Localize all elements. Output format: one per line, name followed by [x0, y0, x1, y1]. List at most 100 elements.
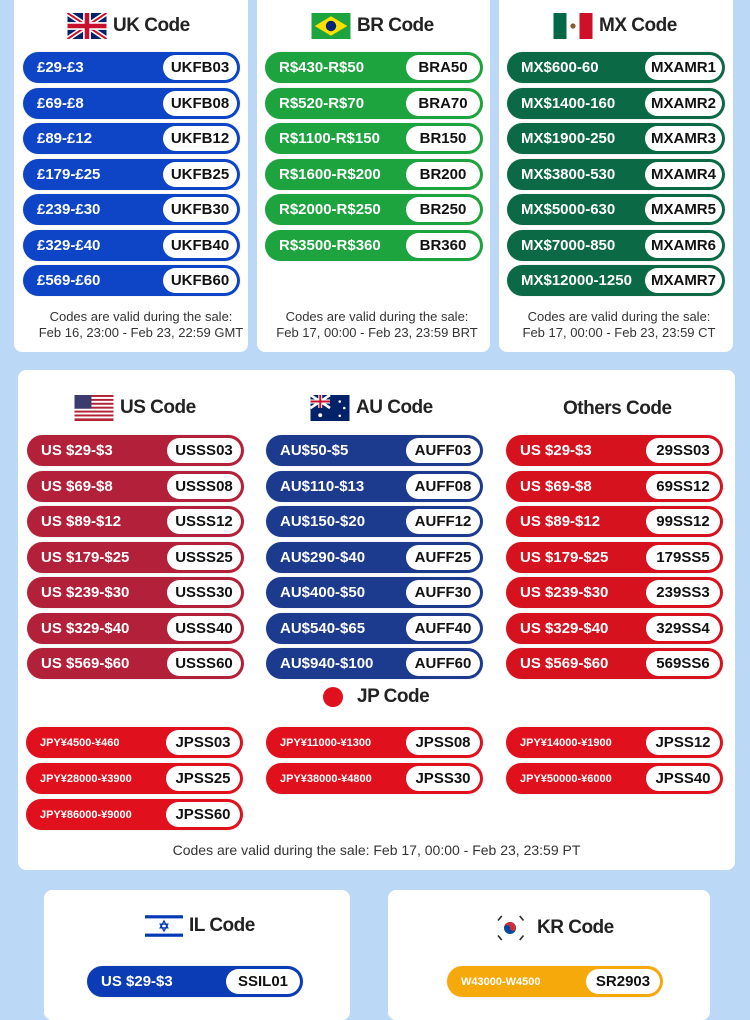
au-code-pill[interactable]: AU$290-$40 AUFF25 [266, 541, 483, 573]
kr-code-pill[interactable]: W43000-W4500 SR2903 [447, 966, 663, 997]
coupon-code[interactable]: USSS03 [167, 438, 241, 463]
au-code-pill[interactable]: AU$110-$13 AUFF08 [266, 470, 483, 502]
jp-code-pill[interactable]: JPY¥28000-¥3900 JPSS25 [26, 763, 243, 794]
coupon-code[interactable]: MXAMR3 [644, 126, 722, 151]
us-code-pill[interactable]: US $239-$30 USSS30 [27, 577, 244, 608]
coupon-code[interactable]: UKFB08 [163, 90, 237, 116]
us-code-pill[interactable]: US $69-$8 USSS08 [27, 470, 244, 502]
coupon-code[interactable]: JPSS03 [166, 730, 240, 755]
mx-code-pill[interactable]: MX$7000-850 MXAMR6 [507, 229, 725, 261]
mx-code-pill[interactable]: MX$1900-250 MXAMR3 [507, 123, 725, 154]
br-code-pill[interactable]: R$3500-R$360 BR360 [265, 229, 483, 261]
jp-code-pill[interactable]: JPY¥4500-¥460 JPSS03 [26, 727, 243, 758]
coupon-code[interactable]: USSS40 [167, 615, 241, 641]
jp-code-pill[interactable]: JPY¥14000-¥1900 JPSS12 [506, 727, 723, 758]
coupon-code[interactable]: JPSS12 [646, 730, 720, 755]
coupon-code[interactable]: UKFB60 [163, 268, 237, 293]
us-code-pill[interactable]: US $569-$60 USSS60 [27, 648, 244, 679]
coupon-code[interactable]: BR360 [406, 232, 480, 258]
coupon-code[interactable]: BRA50 [406, 55, 480, 80]
coupon-code[interactable]: BR200 [406, 161, 480, 187]
coupon-code[interactable]: AUFF03 [406, 438, 480, 463]
jp-code-pill[interactable]: JPY¥11000-¥1300 JPSS08 [266, 727, 483, 758]
coupon-code[interactable]: MXAMR6 [644, 232, 722, 258]
others-code-pill[interactable]: US $89-$12 99SS12 [506, 506, 723, 537]
coupon-code[interactable]: 69SS12 [646, 473, 720, 499]
mx-code-pill[interactable]: MX$600-60 MXAMR1 [507, 52, 725, 83]
coupon-code[interactable]: BRA70 [406, 90, 480, 116]
coupon-code[interactable]: 179SS5 [646, 544, 720, 570]
uk-code-pill[interactable]: £179-£25 UKFB25 [23, 158, 240, 190]
coupon-code[interactable]: JPSS25 [166, 766, 240, 791]
coupon-code[interactable]: UKFB03 [163, 55, 237, 80]
coupon-code[interactable]: 239SS3 [646, 580, 720, 605]
jp-code-pill[interactable]: JPY¥50000-¥6000 JPSS40 [506, 763, 723, 794]
jp-code-pill[interactable]: JPY¥38000-¥4800 JPSS30 [266, 763, 483, 794]
coupon-code[interactable]: MXAMR7 [644, 268, 722, 293]
uk-code-pill[interactable]: £239-£30 UKFB30 [23, 194, 240, 225]
coupon-code[interactable]: AUFF25 [406, 544, 480, 570]
uk-code-pill[interactable]: £29-£3 UKFB03 [23, 52, 240, 83]
others-code-pill[interactable]: US $69-$8 69SS12 [506, 470, 723, 502]
coupon-code[interactable]: BR250 [406, 197, 480, 222]
coupon-code[interactable]: 569SS6 [646, 651, 720, 676]
coupon-code[interactable]: AUFF30 [406, 580, 480, 605]
il-code-pill[interactable]: US $29-$3 SSIL01 [87, 966, 303, 997]
mx-code-pill[interactable]: MX$1400-160 MXAMR2 [507, 87, 725, 119]
br-code-pill[interactable]: R$1600-R$200 BR200 [265, 158, 483, 190]
mx-code-pill[interactable]: MX$3800-530 MXAMR4 [507, 158, 725, 190]
coupon-code[interactable]: MXAMR5 [644, 197, 722, 222]
br-code-pill[interactable]: R$2000-R$250 BR250 [265, 194, 483, 225]
au-code-pill[interactable]: AU$940-$100 AUFF60 [266, 648, 483, 679]
others-code-pill[interactable]: US $179-$25 179SS5 [506, 541, 723, 573]
others-code-pill[interactable]: US $239-$30 239SS3 [506, 577, 723, 608]
uk-code-pill[interactable]: £89-£12 UKFB12 [23, 123, 240, 154]
coupon-code[interactable]: USSS08 [167, 473, 241, 499]
coupon-code[interactable]: JPSS40 [646, 766, 720, 791]
uk-code-pill[interactable]: £69-£8 UKFB08 [23, 87, 240, 119]
coupon-code[interactable]: 329SS4 [646, 615, 720, 641]
others-code-pill[interactable]: US $29-$3 29SS03 [506, 435, 723, 466]
others-code-pill[interactable]: US $329-$40 329SS4 [506, 612, 723, 644]
au-code-pill[interactable]: AU$400-$50 AUFF30 [266, 577, 483, 608]
uk-code-pill[interactable]: £569-£60 UKFB60 [23, 265, 240, 296]
coupon-code[interactable]: JPSS08 [406, 730, 480, 755]
coupon-code[interactable]: UKFB30 [163, 197, 237, 222]
coupon-code[interactable]: MXAMR4 [644, 161, 722, 187]
coupon-code[interactable]: 99SS12 [646, 509, 720, 534]
coupon-code[interactable]: UKFB40 [163, 232, 237, 258]
au-code-pill[interactable]: AU$540-$65 AUFF40 [266, 612, 483, 644]
coupon-code[interactable]: UKFB12 [163, 126, 237, 151]
us-code-pill[interactable]: US $89-$12 USSS12 [27, 506, 244, 537]
us-code-pill[interactable]: US $29-$3 USSS03 [27, 435, 244, 466]
jp-code-pill[interactable]: JPY¥86000-¥9000 JPSS60 [26, 799, 243, 830]
coupon-code[interactable]: AUFF12 [406, 509, 480, 534]
br-code-pill[interactable]: R$520-R$70 BRA70 [265, 87, 483, 119]
au-code-pill[interactable]: AU$150-$20 AUFF12 [266, 506, 483, 537]
coupon-code[interactable]: USSS30 [167, 580, 241, 605]
mx-code-pill[interactable]: MX$12000-1250 MXAMR7 [507, 265, 725, 296]
coupon-code[interactable]: AUFF40 [406, 615, 480, 641]
coupon-code[interactable]: 29SS03 [646, 438, 720, 463]
us-code-pill[interactable]: US $179-$25 USSS25 [27, 541, 244, 573]
br-code-pill[interactable]: R$430-R$50 BRA50 [265, 52, 483, 83]
mx-code-pill[interactable]: MX$5000-630 MXAMR5 [507, 194, 725, 225]
br-code-pill[interactable]: R$1100-R$150 BR150 [265, 123, 483, 154]
coupon-code[interactable]: BR150 [406, 126, 480, 151]
coupon-code[interactable]: AUFF60 [406, 651, 480, 676]
coupon-code[interactable]: JPSS60 [166, 802, 240, 827]
coupon-code[interactable]: MXAMR1 [644, 55, 722, 80]
coupon-code[interactable]: USSS60 [167, 651, 241, 676]
others-code-pill[interactable]: US $569-$60 569SS6 [506, 648, 723, 679]
us-code-pill[interactable]: US $329-$40 USSS40 [27, 612, 244, 644]
coupon-code[interactable]: SSIL01 [226, 969, 300, 994]
coupon-code[interactable]: USSS12 [167, 509, 241, 534]
coupon-code[interactable]: MXAMR2 [644, 90, 722, 116]
uk-code-pill[interactable]: £329-£40 UKFB40 [23, 229, 240, 261]
coupon-code[interactable]: UKFB25 [163, 161, 237, 187]
au-code-pill[interactable]: AU$50-$5 AUFF03 [266, 435, 483, 466]
coupon-code[interactable]: SR2903 [586, 969, 660, 994]
coupon-code[interactable]: USSS25 [167, 544, 241, 570]
coupon-code[interactable]: JPSS30 [406, 766, 480, 791]
coupon-code[interactable]: AUFF08 [406, 473, 480, 499]
